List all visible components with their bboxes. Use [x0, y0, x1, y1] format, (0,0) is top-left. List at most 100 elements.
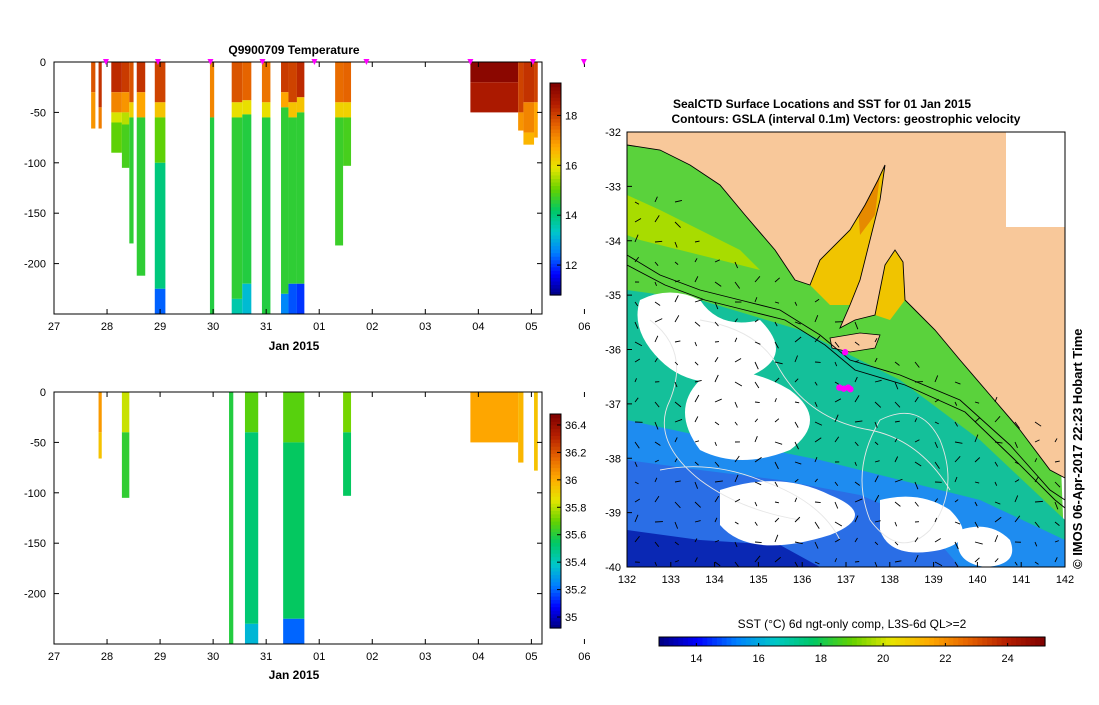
colorbar-swatch: [857, 637, 862, 646]
colorbar-swatch: [550, 446, 561, 450]
profile-cell: [567, 284, 574, 314]
profile-cell: [523, 102, 534, 132]
colorbar-swatch: [736, 637, 741, 646]
colorbar-swatch: [987, 637, 992, 646]
profile-cell: [343, 62, 351, 102]
lat-tick-label: -39: [605, 508, 621, 520]
profile-cell: [567, 62, 574, 92]
surface-marker: [581, 59, 587, 65]
y-tick-label: -200: [24, 589, 46, 601]
colorbar-swatch: [949, 637, 954, 646]
colorbar-swatch: [550, 238, 561, 242]
colorbar-swatch: [997, 637, 1002, 646]
colorbar-swatch: [550, 596, 561, 600]
colorbar-swatch: [847, 637, 852, 646]
map-subtitle: Contours: GSLA (interval 0.1m) Vectors: …: [672, 112, 1021, 126]
colorbar-swatch: [550, 521, 561, 525]
profile-cell: [283, 442, 304, 618]
profile-cell: [567, 213, 574, 284]
colorbar-swatch: [550, 231, 561, 235]
lon-tick-label: 141: [1012, 574, 1030, 586]
colorbar-swatch: [1031, 637, 1036, 646]
y-tick-label: -50: [30, 437, 46, 449]
colorbar-swatch: [550, 171, 561, 175]
lon-tick-label: 135: [749, 574, 767, 586]
colorbar-swatch: [550, 185, 561, 189]
colorbar-swatch: [550, 253, 561, 257]
colorbar-swatch: [550, 94, 561, 98]
lon-tick-label: 136: [793, 574, 811, 586]
colorbar-swatch: [871, 637, 876, 646]
profile-cell: [262, 102, 270, 117]
colorbar-swatch: [550, 235, 561, 239]
colorbar-swatch: [550, 140, 561, 144]
colorbar-swatch: [770, 637, 775, 646]
colorbar-swatch: [550, 567, 561, 571]
profile-cell: [575, 62, 580, 92]
colorbar-swatch: [866, 637, 871, 646]
profile-cell: [297, 97, 304, 112]
colorbar-swatch: [683, 637, 688, 646]
colorbar-swatch: [550, 154, 561, 158]
colorbar-swatch: [550, 217, 561, 221]
profile-cell: [111, 122, 122, 152]
profile-cell: [99, 107, 102, 128]
y-tick-label: -150: [24, 538, 46, 550]
profile-cell: [122, 124, 129, 167]
colorbar-swatch: [550, 90, 561, 94]
colorbar-swatch: [678, 637, 683, 646]
x-tick-label: 04: [472, 651, 484, 663]
profile-cell: [580, 62, 584, 102]
colorbar-swatch: [550, 249, 561, 253]
colorbar-swatch: [838, 637, 843, 646]
lat-tick-label: -34: [605, 236, 621, 248]
profile-cell: [534, 392, 538, 471]
profile-cell: [122, 62, 129, 92]
colorbar-swatch: [550, 132, 561, 136]
colorbar-swatch: [550, 207, 561, 211]
colorbar-swatch: [973, 637, 978, 646]
colorbar-swatch: [813, 637, 818, 646]
profile-cell: [470, 392, 518, 442]
colorbar-swatch: [550, 607, 561, 611]
colorbar-swatch: [550, 503, 561, 507]
colorbar-swatch: [550, 178, 561, 182]
profile-cell: [137, 62, 145, 92]
profile-cell: [242, 100, 251, 114]
colorbar-swatch: [784, 637, 789, 646]
profile-cell: [335, 102, 343, 117]
colorbar-swatch: [550, 528, 561, 532]
colorbar-swatch: [712, 637, 717, 646]
colorbar-swatch: [550, 122, 561, 126]
profile-cell: [335, 62, 343, 102]
colorbar-swatch: [550, 603, 561, 607]
colorbar-swatch: [550, 87, 561, 91]
profile-cell: [470, 62, 518, 82]
colorbar-swatch: [550, 129, 561, 133]
colorbar-swatch: [799, 637, 804, 646]
profile-cell: [111, 92, 122, 112]
profile-cell: [232, 299, 243, 314]
colorbar-tick-label: 35: [565, 612, 577, 624]
profile-cell: [281, 107, 288, 293]
colorbar-swatch: [550, 203, 561, 207]
profile-cell: [245, 432, 258, 624]
profile-cell: [518, 392, 523, 463]
profile-cell: [343, 117, 351, 165]
lon-tick-label: 132: [618, 574, 636, 586]
colorbar-swatch: [895, 637, 900, 646]
seal-location-marker: [842, 349, 848, 355]
colorbar-swatch: [550, 582, 561, 586]
profile-cell: [523, 62, 534, 102]
lat-tick-label: -37: [605, 399, 621, 411]
profile-cell: [111, 62, 122, 92]
y-tick-label: 0: [40, 387, 46, 399]
profile-cell: [281, 62, 288, 92]
colorbar-swatch: [550, 453, 561, 457]
colorbar-swatch: [550, 274, 561, 278]
colorbar-swatch: [550, 182, 561, 186]
colorbar-swatch: [1035, 637, 1040, 646]
profile-cell: [518, 62, 523, 112]
lat-tick-label: -35: [605, 290, 621, 302]
